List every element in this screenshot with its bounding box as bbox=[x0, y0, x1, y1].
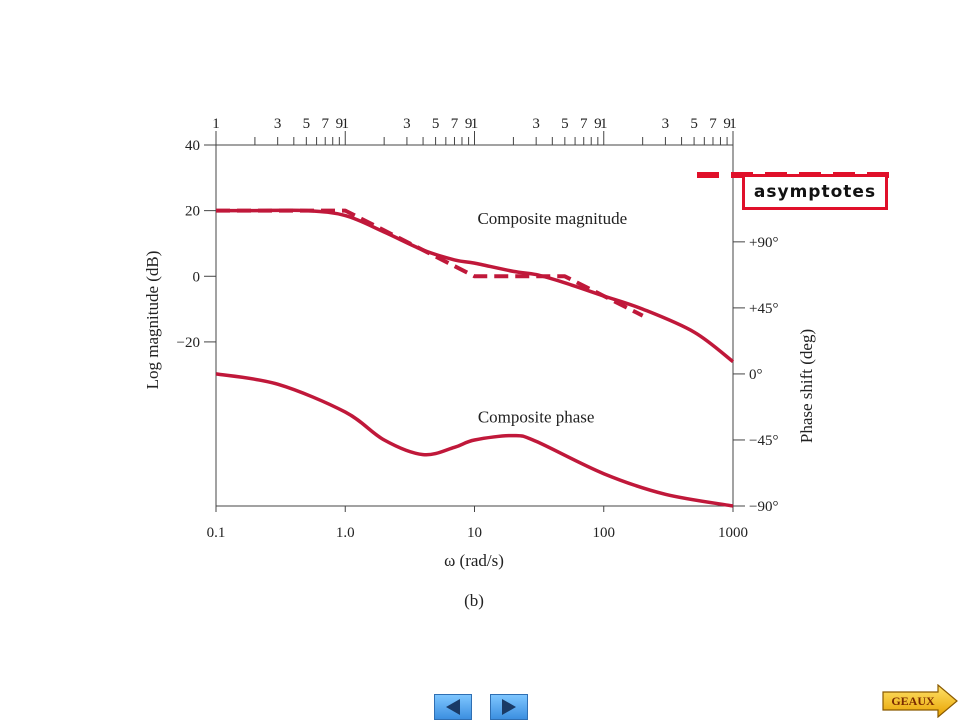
subfigure-label: (b) bbox=[464, 591, 484, 610]
composite-magnitude-line bbox=[216, 208, 735, 363]
y-left-tick-label: −20 bbox=[177, 335, 200, 351]
legend-label: asymptotes bbox=[753, 182, 877, 202]
top-tick-label: 5 bbox=[432, 116, 440, 132]
top-tick-label: 7 bbox=[451, 116, 459, 132]
y-left-tick-label: 40 bbox=[185, 138, 200, 154]
geaux-label: GEAUX bbox=[891, 693, 935, 708]
top-tick-label: 3 bbox=[274, 116, 282, 132]
top-tick-label: 1 bbox=[729, 116, 737, 132]
y-right-tick-label: 0° bbox=[749, 367, 763, 383]
legend-box: asymptotes bbox=[742, 174, 888, 210]
plot-frame bbox=[215, 144, 734, 507]
x-tick-label: 1.0 bbox=[336, 525, 355, 541]
y-right-tick-label: +90° bbox=[749, 235, 778, 251]
y-left-tick-label: 0 bbox=[193, 269, 201, 285]
annotation-label: Composite magnitude bbox=[477, 209, 627, 228]
top-tick-label: 5 bbox=[303, 116, 311, 132]
top-tick-label: 1 bbox=[342, 116, 350, 132]
top-tick-label: 9 bbox=[336, 116, 344, 132]
top-tick-label: 3 bbox=[532, 116, 540, 132]
top-tick-label: 9 bbox=[594, 116, 602, 132]
composite-phase-line bbox=[215, 372, 734, 508]
y-left-tick-label: 20 bbox=[185, 204, 200, 220]
top-tick-label: 9 bbox=[465, 116, 473, 132]
top-tick-label: 1 bbox=[600, 116, 608, 132]
top-tick-label: 3 bbox=[403, 116, 411, 132]
asymptote-line bbox=[216, 208, 644, 318]
x-tick-label: 100 bbox=[593, 525, 616, 541]
geaux-button[interactable]: GEAUX bbox=[882, 683, 958, 719]
arrow-left-icon bbox=[446, 699, 460, 715]
top-tick-label: 1 bbox=[212, 116, 220, 132]
top-tick-label: 9 bbox=[723, 116, 731, 132]
y-axis-label-right: Phase shift (deg) bbox=[797, 329, 816, 443]
y-right-tick-label: −45° bbox=[749, 433, 778, 449]
series-layer bbox=[215, 208, 735, 508]
x-tick-label: 1000 bbox=[718, 525, 748, 541]
top-tick-label: 3 bbox=[662, 116, 670, 132]
top-tick-label: 7 bbox=[580, 116, 588, 132]
x-tick-label: 0.1 bbox=[207, 525, 226, 541]
x-tick-label: 10 bbox=[467, 525, 482, 541]
x-axis-label: ω (rad/s) bbox=[444, 551, 504, 570]
y-right-tick-label: +45° bbox=[749, 301, 778, 317]
top-tick-label: 5 bbox=[690, 116, 698, 132]
next-button[interactable] bbox=[490, 694, 528, 720]
top-tick-label: 5 bbox=[561, 116, 569, 132]
arrow-right-icon bbox=[882, 683, 958, 719]
axis-ticks bbox=[204, 131, 745, 512]
annotation-layer: Composite magnitude Composite phase bbox=[477, 209, 627, 427]
y-axis-label-left: Log magnitude (dB) bbox=[143, 251, 162, 390]
top-tick-label: 1 bbox=[471, 116, 479, 132]
top-tick-label: 7 bbox=[321, 116, 329, 132]
annotation-label: Composite phase bbox=[478, 407, 595, 426]
y-right-tick-label: −90° bbox=[749, 499, 778, 515]
arrow-right-icon bbox=[502, 699, 516, 715]
previous-button[interactable] bbox=[434, 694, 472, 720]
top-tick-label: 7 bbox=[709, 116, 717, 132]
